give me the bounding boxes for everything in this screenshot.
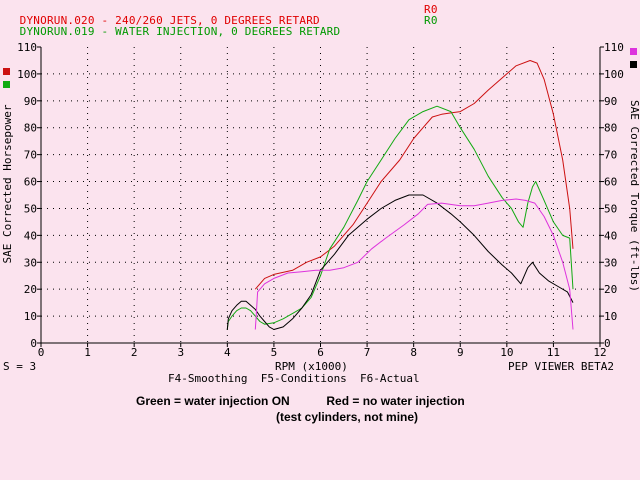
viewer-name: PEP VIEWER BETA2 (508, 360, 614, 373)
y-tick-label-left-20: 20 (24, 283, 37, 296)
x-tick-label-6: 6 (317, 346, 324, 359)
scale-readout: S = 3 (3, 360, 37, 373)
y-tick-label-left-60: 60 (24, 176, 37, 189)
x-tick-label-11: 11 (547, 346, 560, 359)
x-tick-label-0: 0 (38, 346, 45, 359)
y-tick-label-left-10: 10 (24, 310, 37, 323)
y-tick-label-right-60: 60 (604, 176, 617, 189)
y-tick-label-left-110: 110 (17, 41, 37, 54)
y-tick-label-left-80: 80 (24, 122, 37, 135)
x-tick-label-7: 7 (364, 346, 371, 359)
header-run-2-text: DYNORUN.019 - WATER INJECTION, 0 DEGREES… (19, 25, 341, 38)
y-tick-label-right-10: 10 (604, 310, 617, 323)
x-tick-label-2: 2 (131, 346, 138, 359)
legend-marker-black (630, 61, 637, 68)
x-tick-label-9: 9 (457, 346, 464, 359)
series-line-green (226, 105, 574, 330)
series-line-magenta (254, 198, 574, 330)
x-tick-label-12: 12 (593, 346, 606, 359)
y-tick-label-right-50: 50 (604, 202, 617, 215)
y-tick-label-left-0: 0 (30, 337, 37, 350)
header-line-1: DYNORUN.020 - 240/260 JETS, 0 DEGREES RE… (6, 4, 438, 37)
y-axis-label-left: SAE Corrected Horsepower (1, 104, 14, 263)
series-line-red (254, 60, 574, 290)
y-tick-label-right-0: 0 (604, 337, 611, 350)
x-tick-label-3: 3 (177, 346, 184, 359)
y-tick-label-left-30: 30 (24, 256, 37, 269)
x-tick-label-5: 5 (271, 346, 278, 359)
chart-axes (37, 46, 604, 347)
caption-line-2: (test cylinders, not mine) (276, 410, 419, 424)
y-tick-label-left-40: 40 (24, 229, 37, 242)
chart-series (226, 60, 574, 330)
y-tick-label-right-40: 40 (604, 229, 617, 242)
y-tick-label-right-110: 110 (604, 41, 624, 54)
function-keys: F4-Smoothing F5-Conditions F6-Actual (168, 372, 420, 385)
y-tick-label-right-100: 100 (604, 68, 624, 81)
y-tick-label-left-90: 90 (24, 95, 37, 108)
legend-marker-magenta (630, 48, 637, 55)
legend-marker-green (3, 81, 10, 88)
x-tick-label-1: 1 (84, 346, 91, 359)
y-tick-label-left-100: 100 (17, 68, 37, 81)
y-tick-label-left-50: 50 (24, 202, 37, 215)
y-tick-label-right-80: 80 (604, 122, 617, 135)
y-tick-label-right-20: 20 (604, 283, 617, 296)
chart-legend-markers (3, 48, 637, 88)
caption-line-1: Green = water injection ON Red = no wate… (136, 394, 465, 408)
series-line-black (226, 194, 574, 330)
y-tick-label-right-70: 70 (604, 149, 617, 162)
header-run-1-code: R0 (424, 3, 438, 16)
header-run-1-text: DYNORUN.020 - 240/260 JETS, 0 DEGREES RE… (19, 14, 320, 27)
x-axis-label: RPM (x1000) (275, 360, 348, 373)
x-tick-label-8: 8 (410, 346, 417, 359)
y-tick-label-left-70: 70 (24, 149, 37, 162)
chart-grid (41, 47, 600, 343)
y-tick-label-right-90: 90 (604, 95, 617, 108)
header-line-2: DYNORUN.019 - WATER INJECTION, 0 DEGREES… (6, 15, 438, 48)
y-tick-label-right-30: 30 (604, 256, 617, 269)
header-run-2-code: R0 (424, 14, 438, 27)
x-tick-label-10: 10 (500, 346, 513, 359)
y-axis-label-right: SAE Corrected Torque (ft-lbs) (628, 100, 640, 292)
x-tick-label-4: 4 (224, 346, 231, 359)
legend-marker-red (3, 68, 10, 75)
